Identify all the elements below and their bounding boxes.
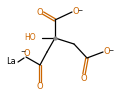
Text: O: O bbox=[36, 8, 42, 17]
Text: O: O bbox=[72, 8, 79, 17]
Text: −: − bbox=[108, 47, 113, 52]
Text: −: − bbox=[20, 49, 25, 53]
Text: HO: HO bbox=[24, 34, 36, 42]
Text: La: La bbox=[6, 57, 16, 66]
Text: O: O bbox=[23, 49, 30, 59]
Text: O: O bbox=[103, 48, 109, 57]
Text: −: − bbox=[77, 7, 82, 12]
Text: O: O bbox=[36, 82, 43, 91]
Text: O: O bbox=[79, 74, 86, 83]
